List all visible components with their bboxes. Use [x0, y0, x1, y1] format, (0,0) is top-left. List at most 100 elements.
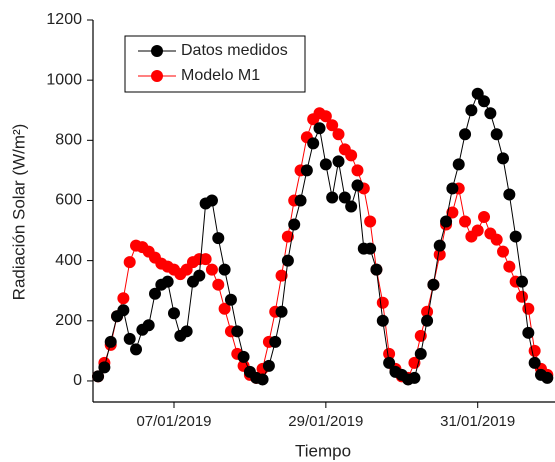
data-point — [92, 370, 105, 383]
legend-label: Datos medidos — [181, 42, 288, 59]
data-point — [281, 254, 294, 267]
data-point — [465, 104, 478, 117]
data-point — [167, 307, 180, 320]
data-point — [497, 245, 510, 258]
data-point — [515, 290, 528, 303]
series-line — [97, 92, 548, 381]
data-point — [452, 158, 465, 171]
data-point — [471, 224, 484, 237]
data-point — [332, 155, 345, 168]
data-point — [123, 256, 136, 269]
data-point — [294, 194, 307, 207]
data-point — [515, 275, 528, 288]
data-point — [522, 302, 535, 315]
data-point — [205, 263, 218, 276]
series — [92, 87, 554, 386]
data-point — [130, 343, 143, 356]
data-point — [218, 302, 231, 315]
data-point — [212, 232, 225, 245]
legend-marker — [151, 70, 163, 82]
data-point — [104, 335, 117, 348]
data-point — [528, 356, 541, 369]
y-axis-label: Radiación Solar (W/m²) — [9, 124, 28, 301]
data-point — [275, 269, 288, 282]
data-point — [376, 296, 389, 309]
data-point — [117, 292, 130, 305]
data-point — [98, 361, 111, 374]
data-point — [256, 373, 269, 386]
data-point — [193, 269, 206, 282]
data-point — [459, 128, 472, 141]
y-tick-label: 400 — [55, 252, 82, 269]
data-point — [142, 319, 155, 332]
data-point — [446, 182, 459, 195]
x-tick-label: 07/01/2019 — [136, 413, 211, 430]
data-point — [421, 314, 434, 327]
data-point — [490, 233, 503, 246]
data-point — [313, 122, 326, 135]
data-point — [281, 230, 294, 243]
data-point — [262, 359, 275, 372]
data-point — [459, 215, 472, 228]
data-point — [408, 371, 421, 384]
y-tick-label: 600 — [55, 192, 82, 209]
data-point — [319, 158, 332, 171]
data-point — [319, 110, 332, 123]
data-point — [427, 278, 440, 291]
x-tick-label: 29/01/2019 — [288, 413, 363, 430]
data-point — [275, 305, 288, 318]
legend-box — [124, 35, 306, 93]
data-point — [497, 152, 510, 165]
data-point — [351, 179, 364, 192]
data-point — [484, 107, 497, 120]
data-point — [440, 215, 453, 228]
data-point — [332, 128, 345, 141]
data-point — [224, 293, 237, 306]
y-tick-label: 0 — [73, 372, 82, 389]
data-point — [199, 253, 212, 266]
series-line — [97, 112, 548, 379]
x-axis-label: Tiempo — [295, 441, 351, 460]
data-point — [345, 149, 358, 162]
data-point — [149, 287, 162, 300]
data-point — [364, 242, 377, 255]
data-point — [503, 260, 516, 273]
data-point — [478, 95, 491, 108]
data-point — [383, 356, 396, 369]
x-tick-label: 31/01/2019 — [440, 413, 515, 430]
data-point — [237, 350, 250, 363]
data-point — [326, 119, 339, 132]
data-point — [376, 314, 389, 327]
data-point — [446, 206, 459, 219]
legend-marker — [151, 45, 163, 57]
data-point — [478, 211, 491, 224]
data-point — [117, 304, 130, 317]
y-tick-label: 800 — [55, 132, 82, 149]
data-point — [433, 239, 446, 252]
data-point — [351, 164, 364, 177]
data-point — [364, 215, 377, 228]
data-point — [433, 248, 446, 261]
data-point — [212, 278, 225, 291]
data-point — [345, 200, 358, 213]
data-point — [490, 128, 503, 141]
data-point — [370, 263, 383, 276]
data-point — [269, 335, 282, 348]
data-point — [161, 275, 174, 288]
y-tick-label: 1000 — [46, 71, 82, 88]
data-point — [383, 347, 396, 360]
data-point — [528, 344, 541, 357]
data-point — [421, 305, 434, 318]
data-point — [300, 164, 313, 177]
data-point — [503, 188, 516, 201]
y-tick-label: 200 — [55, 312, 82, 329]
data-point — [205, 194, 218, 207]
data-point — [326, 191, 339, 204]
data-point — [180, 325, 193, 338]
data-point — [338, 191, 351, 204]
legend: Datos medidos Modelo M1 — [124, 35, 306, 93]
data-point — [231, 325, 244, 338]
legend-label: Modelo M1 — [181, 67, 260, 84]
data-point — [414, 347, 427, 360]
